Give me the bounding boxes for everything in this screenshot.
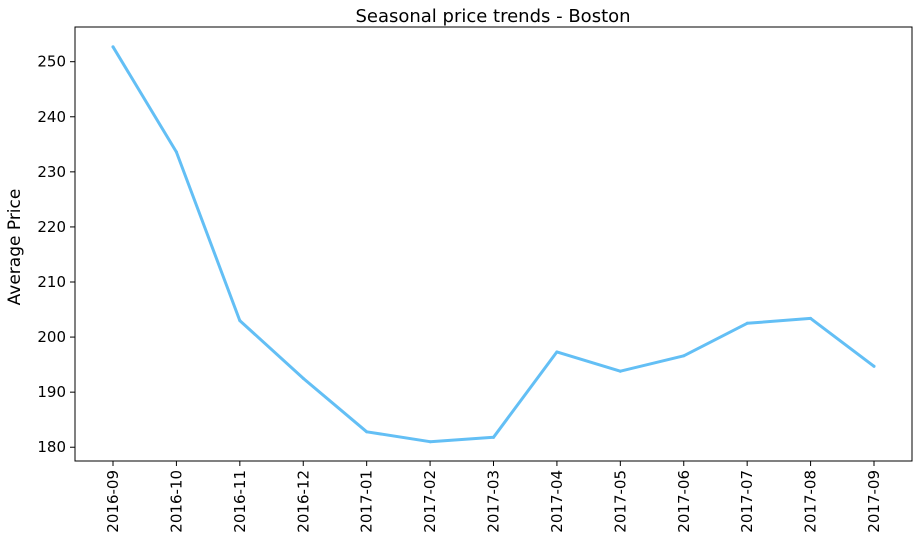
data-point [365, 430, 369, 434]
y-tick-label: 220 [37, 218, 66, 236]
y-tick-label: 210 [37, 273, 66, 291]
data-point [618, 369, 622, 373]
data-point [428, 440, 432, 444]
data-point [492, 435, 495, 439]
y-tick-label: 190 [37, 383, 66, 401]
x-tick-label: 2017-06 [675, 470, 693, 533]
data-point [682, 354, 686, 358]
y-axis: 180 190 200 210 220 230 240 250 [37, 53, 75, 456]
series-line [111, 45, 876, 444]
data-point [174, 150, 178, 154]
x-tick-label: 2017-04 [548, 470, 566, 533]
y-tick-label: 180 [37, 438, 66, 456]
plot-area-frame [74, 26, 913, 462]
y-axis-label: Average Price [5, 189, 25, 306]
data-points [111, 45, 876, 444]
data-point [238, 319, 242, 323]
y-tick-label: 230 [37, 163, 66, 181]
x-axis: 2016-09 2016-10 2016-11 2016-12 2017-01 2017-… [104, 461, 883, 533]
data-point [809, 316, 813, 320]
x-tick-label: 2017-09 [865, 470, 883, 533]
x-tick-label: 2016-11 [231, 470, 249, 533]
x-tick-label: 2016-09 [104, 470, 122, 533]
y-tick-label: 250 [37, 53, 66, 71]
data-point [745, 321, 749, 325]
x-tick-label: 2016-12 [294, 470, 312, 533]
data-point [555, 350, 559, 354]
x-tick-label: 2017-08 [802, 470, 820, 533]
data-point [111, 45, 115, 49]
chart-title: Seasonal price trends - Boston [355, 6, 630, 27]
y-tick-label: 200 [37, 328, 66, 346]
x-tick-label: 2017-01 [358, 470, 376, 533]
data-point [872, 364, 876, 368]
data-point [301, 376, 305, 380]
x-tick-label: 2017-07 [738, 470, 756, 533]
x-tick-label: 2017-05 [611, 470, 629, 533]
x-tick-label: 2017-03 [485, 470, 503, 533]
y-tick-label: 240 [37, 108, 66, 126]
x-tick-label: 2016-10 [167, 470, 185, 533]
x-tick-label: 2017-02 [421, 470, 439, 533]
